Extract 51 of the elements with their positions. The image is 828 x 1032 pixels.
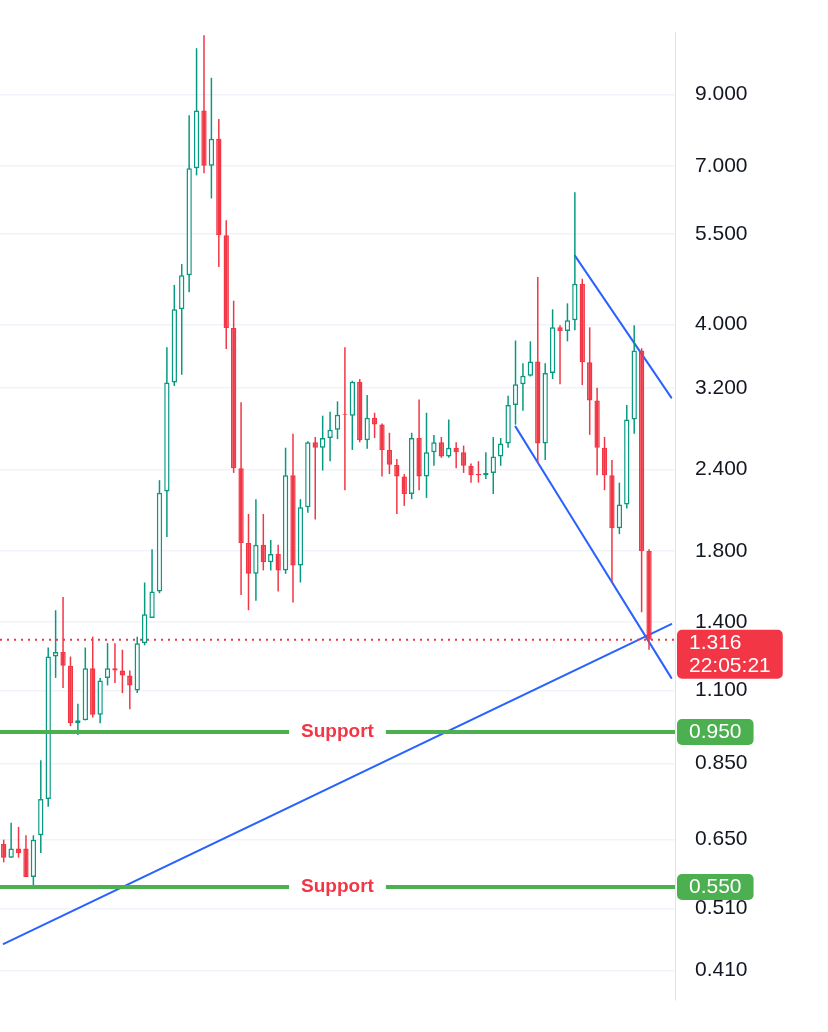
text: 22:05:21 [689,652,771,676]
candlestick [193,47,200,177]
y-tick-label: 1.800 [695,537,748,561]
candlestick [616,481,623,535]
candlestick [282,446,289,575]
candlestick [141,581,148,647]
text: 0.950 [689,719,742,743]
candlestick [601,436,608,491]
y-tick-label: 0.510 [695,895,748,919]
candlestick [527,340,534,378]
ref-line-label: Support [301,720,375,742]
candlestick [512,339,519,426]
text: 1.316 [689,629,742,653]
y-tick-label: 7.000 [695,152,748,176]
candlestick [334,400,341,440]
y-tick-label: 2.400 [695,456,748,480]
candlestick [104,642,111,687]
y-tick-label: 0.850 [695,750,748,774]
candlestick [371,412,378,439]
candlestick [67,655,74,727]
candlestick [438,436,445,459]
candlestick [156,479,163,595]
candlestick [638,347,645,613]
y-tick-label: 1.400 [695,608,748,632]
candlestick [15,826,22,859]
y-tick-label: 9.000 [695,81,748,105]
candlestick [245,513,252,611]
y-tick-label: 4.000 [695,311,748,335]
candlestick [297,498,304,584]
ref-line-label: Support [301,875,375,897]
text: 0.550 [689,874,742,898]
candlestick [208,77,215,200]
candlestick [423,412,430,499]
candlestick [460,444,467,474]
candlestick [386,432,393,475]
candlestick [349,380,356,451]
candlestick [320,414,326,472]
candlestick [230,299,237,474]
y-tick-label: 0.650 [695,826,748,850]
y-tick-label: 0.410 [695,957,748,981]
candlestick [327,411,333,462]
candlestick [119,649,126,694]
candlestick [453,441,459,469]
candlestick [520,362,526,412]
candlestick [468,462,474,484]
candlestick [549,308,556,380]
y-tick-label: 5.500 [695,221,748,245]
y-tick-label: 1.100 [695,677,748,701]
candlestick [30,834,37,888]
y-tick-label: 3.200 [695,374,748,398]
candlestick [564,302,571,343]
